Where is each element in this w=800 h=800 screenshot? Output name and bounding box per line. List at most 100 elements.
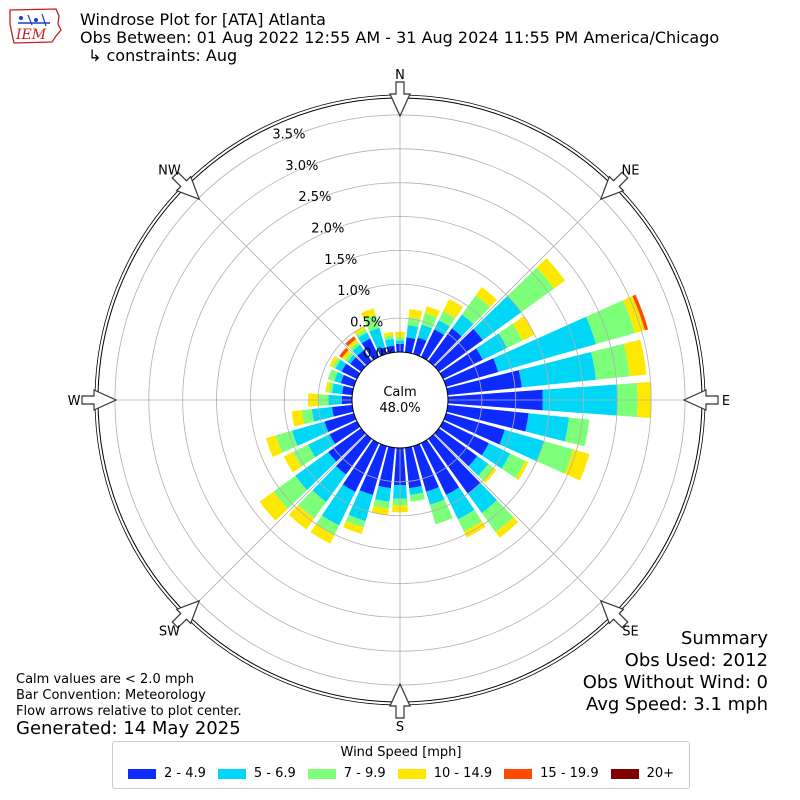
windrose-bar-segment [354,326,366,336]
windrose-bar-segment [446,404,529,432]
flow-arrows [81,81,719,719]
legend-swatch [127,768,156,779]
windrose-bar-segment [295,451,337,490]
legend-item: 5 - 6.9 [217,766,296,781]
arrow-shape [389,682,411,719]
windrose-bar-segment [439,348,483,380]
calm-circle [351,351,449,449]
compass-label: SE [622,625,638,640]
flow-arrow-icon [389,682,411,719]
calm-note: Calm values are < 2.0 mph [16,672,195,687]
radial-tick-label: 0.5% [350,315,383,330]
windrose-bar-segment [424,306,440,318]
windrose-bar-segment [536,440,574,474]
radial-tick-label: 2.0% [311,221,344,236]
windrose-bar-segment [356,329,368,338]
windrose-bar-segment [345,336,356,347]
flow-arrow-icon [599,171,629,201]
windrose-bar-segment [446,487,475,520]
windrose-bar-segment [332,357,341,369]
windrose-bar-segment [361,308,376,320]
legend-item: 10 - 14.9 [397,766,493,781]
windrose-bar-segment [515,460,529,481]
windrose-bar-segment [298,490,327,519]
windrose-bar-segment [273,475,308,509]
compass-label: S [396,720,404,735]
windrose-bar-segment [591,343,630,380]
compass-label: NW [158,163,181,178]
radial-tick-label: 3.0% [285,159,318,174]
windrose-bar-segment [350,357,366,372]
arrow-shape [171,599,201,629]
radial-tick-label: 1.0% [337,284,370,299]
radial-tick-labels: 0.0%0.5%1.0%1.5%2.0%2.5%3.0%3.5% [272,128,396,362]
windrose-bar-segment [417,324,433,341]
flow-arrow-icon [81,389,118,411]
windrose-bar-segment [371,505,389,516]
windrose-bar-segment [361,338,380,361]
windrose-bar-segment [413,337,427,357]
legend-label: 10 - 14.9 [433,766,493,781]
windrose-bar-segment [493,316,596,373]
windrose-bar-segment [385,338,395,347]
windrose-bar-segment [345,514,366,528]
windrose-bar-segment [325,381,331,393]
windrose-bar-segment [342,439,380,492]
windrose-bar-segment [468,455,489,476]
windrose-bar-segment [259,491,288,521]
windrose-bar-segment [409,492,425,502]
windrose-bar-segment [292,444,316,467]
windrose-bar-segment [329,420,361,444]
windrose-bar-segment [428,434,481,494]
windrose-bar-segment [507,267,555,313]
generated-date: Generated: 14 May 2025 [16,718,241,739]
windrose-bar-segment [434,320,450,336]
chart-title-block: Windrose Plot for [ATA] Atlanta Obs Betw… [80,11,719,65]
windrose-bar-segment [329,356,338,368]
windrose-bar-segment [327,369,338,382]
windrose-bar-segment [473,295,522,341]
windrose-bar-segment [344,352,354,362]
summary-block: Summary Obs Used: 2012 Obs Without Wind:… [583,628,768,716]
windrose-bar-segment [483,467,497,483]
windrose-bar-segment [312,466,347,502]
windrose-bar-segment [426,487,445,505]
compass-labels: N NE E SE S SW W NW [68,68,731,735]
windrose-bar-segment [352,344,364,356]
legend-items: 2 - 4.9 5 - 6.9 7 - 9.9 10 - 14.9 15 - 1… [113,766,689,781]
windrose-bar-segment [384,335,394,341]
windrose-bar-segment [283,452,302,473]
legend-item: 15 - 19.9 [504,766,599,781]
chart-title: Windrose Plot for [ATA] Atlanta [80,10,326,29]
windrose-bar-segment [457,509,482,532]
windrose-bar-segment [350,341,360,351]
flow-arrow-icon [171,171,201,201]
windrose-bar-segment [291,421,329,446]
windrose-bar-segment [347,354,356,364]
constraints: ↳ constraints: Aug [88,46,238,65]
arrow-shape [682,389,719,411]
legend-label: 15 - 19.9 [540,766,599,781]
windrose-bar-segment [378,446,396,489]
windrose-bar-segment [451,314,474,337]
windrose-bar-segment [301,409,315,425]
windrose-bar-segment [438,311,456,327]
legend-swatch [397,768,426,779]
legend-label: 20+ [646,766,675,781]
arrow-shape [599,171,629,201]
windrose-bar-segment [443,413,505,445]
windrose-bar-segment [335,434,372,475]
legend-swatch [217,768,246,779]
windrose-bar-segment [443,298,463,319]
windrose-bar-segment [475,287,498,308]
windrose-bar-segment [369,327,385,351]
windrose-bar-segment [413,443,439,492]
arrow-shape [389,81,411,118]
windrose-bar-segment [347,339,358,349]
windrose-bar-segment [343,521,364,535]
radial-tick-label: 1.5% [324,253,357,268]
windrose-bar-segment [495,517,519,538]
angular-grid-line [186,186,367,367]
obs-used: Obs Used: 2012 [624,650,768,671]
iem-logo: IEM [6,6,64,48]
